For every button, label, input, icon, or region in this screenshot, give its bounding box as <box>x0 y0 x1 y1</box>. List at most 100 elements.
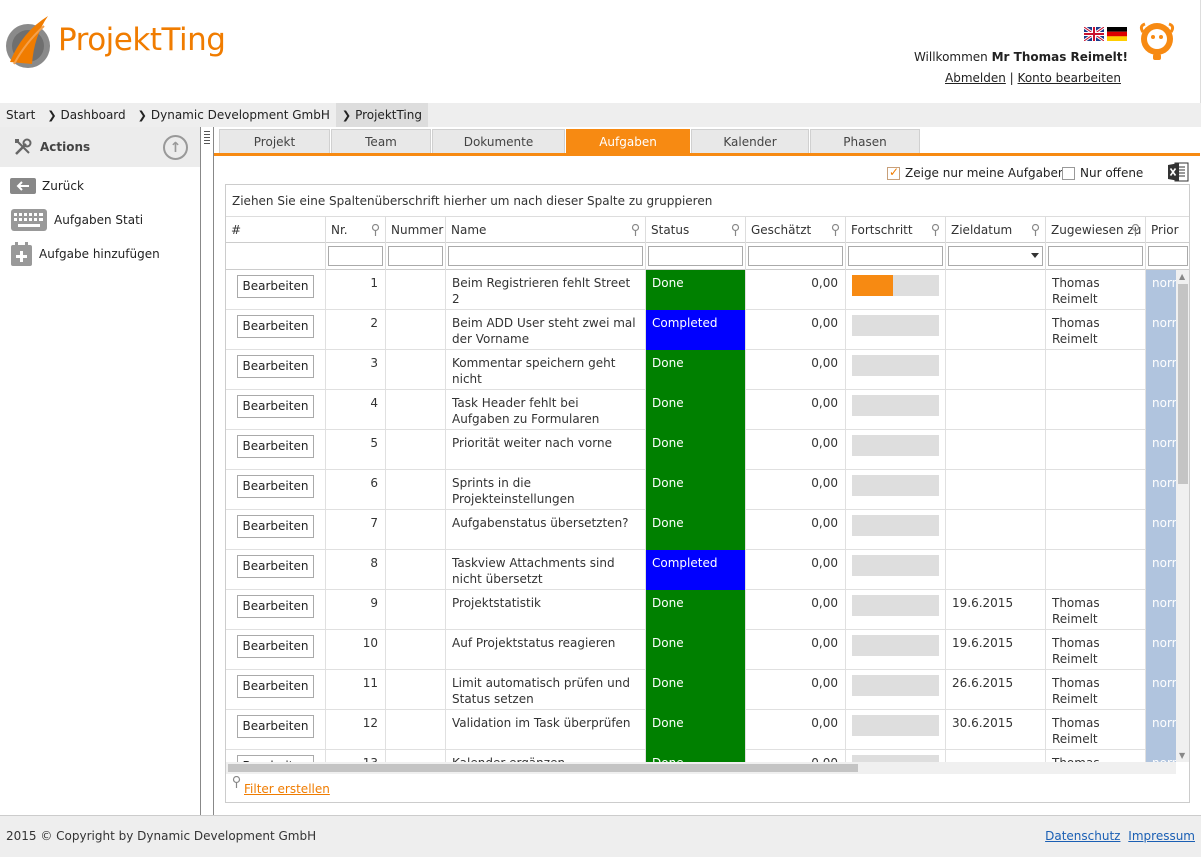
progress-bar <box>852 595 939 616</box>
flag-de-icon[interactable] <box>1107 27 1127 41</box>
column-header-priority[interactable]: Prior <box>1146 217 1189 243</box>
pin-icon[interactable] <box>731 224 740 236</box>
edit-button[interactable]: Bearbeiten <box>237 635 314 658</box>
breadcrumb-project[interactable]: ❯ ProjektTing <box>335 103 428 127</box>
filter-due-date-select[interactable] <box>948 246 1043 266</box>
flag-uk-icon[interactable] <box>1084 27 1104 41</box>
cell-text: 5 <box>370 436 378 450</box>
table-row[interactable]: Bearbeiten 5 Priorität weiter nach vorne Do… <box>226 430 1176 470</box>
pin-icon[interactable] <box>931 224 940 236</box>
panel-splitter[interactable] <box>201 127 214 815</box>
pin-icon[interactable] <box>1031 224 1040 236</box>
table-row[interactable]: Bearbeiten 4 Task Header fehlt bei Aufgabe… <box>226 390 1176 430</box>
privacy-link[interactable]: Datenschutz <box>1045 829 1121 843</box>
breadcrumb-dashboard[interactable]: ❯ Dashboard <box>41 103 131 127</box>
table-row[interactable]: Bearbeiten 2 Beim ADD User steht zwei mal … <box>226 310 1176 350</box>
scroll-thumb[interactable] <box>228 764 858 772</box>
column-header-progress[interactable]: Fortschritt <box>846 217 946 243</box>
tab-phasen[interactable]: Phasen <box>810 129 920 153</box>
column-header-due-date[interactable]: Zieldatum <box>946 217 1046 243</box>
edit-button[interactable]: Bearbeiten <box>237 755 314 762</box>
tab-label: Dokumente <box>463 134 534 149</box>
filter-name-input[interactable] <box>448 246 643 266</box>
table-row[interactable]: Bearbeiten 13 Kalender ergänzen Done 0,00 Tho… <box>226 750 1176 762</box>
table-row[interactable]: Bearbeiten 12 Validation im Task überprüfe… <box>226 710 1176 750</box>
excel-export-icon[interactable] <box>1167 161 1189 183</box>
table-row[interactable]: Bearbeiten 6 Sprints in die Projekteinstel… <box>226 470 1176 510</box>
imprint-link[interactable]: Impressum <box>1128 829 1195 843</box>
vertical-scrollbar[interactable]: ▲ ▼ <box>1176 270 1189 762</box>
scroll-up-icon[interactable]: ▲ <box>1179 272 1186 281</box>
tab-team[interactable]: Team <box>331 129 431 153</box>
progress-bar <box>852 275 939 296</box>
header: ProjektTing Willkommen Mr Thomas Reimelt… <box>0 0 1201 103</box>
breadcrumb-company[interactable]: ❯ Dynamic Development GmbH <box>132 103 336 127</box>
column-header-assignee[interactable]: Zugewiesen zu <box>1046 217 1146 243</box>
filter-estimate-input[interactable] <box>748 246 843 266</box>
column-header-hash[interactable]: # <box>226 217 326 243</box>
cell-due <box>946 270 1046 310</box>
edit-button[interactable]: Bearbeiten <box>237 515 314 538</box>
table-row[interactable]: Bearbeiten 9 Projektstatistik Done 0,00 19.6.… <box>226 590 1176 630</box>
scroll-down-icon[interactable]: ▼ <box>1179 751 1186 760</box>
progress-bar <box>852 715 939 736</box>
tab-aufgaben[interactable]: Aufgaben <box>566 129 690 153</box>
pin-icon[interactable] <box>1131 224 1140 236</box>
filter-progress-input[interactable] <box>848 246 943 266</box>
table-row[interactable]: Bearbeiten 3 Kommentar speichern geht nich… <box>226 350 1176 390</box>
column-label: Fortschritt <box>851 223 913 237</box>
table-row[interactable]: Bearbeiten 1 Beim Registrieren fehlt Stree… <box>226 270 1176 310</box>
logout-link[interactable]: Abmelden <box>945 71 1006 85</box>
only-my-tasks-checkbox[interactable]: Zeige nur meine Aufgaben <box>887 165 1066 180</box>
cell-name: Kommentar speichern geht nicht <box>446 350 646 390</box>
sidebar-item-label: Aufgabe hinzufügen <box>39 247 160 261</box>
edit-button[interactable]: Bearbeiten <box>237 435 314 458</box>
column-header-nr[interactable]: Nr. <box>326 217 386 243</box>
filter-nummer-input[interactable] <box>388 246 443 266</box>
group-panel[interactable]: Ziehen Sie eine Spaltenüberschrift hierh… <box>226 185 1189 217</box>
edit-button[interactable]: Bearbeiten <box>237 275 314 298</box>
create-filter-link[interactable]: Filter erstellen <box>244 782 330 796</box>
edit-button[interactable]: Bearbeiten <box>237 475 314 498</box>
edit-button[interactable]: Bearbeiten <box>237 715 314 738</box>
filter-assignee-input[interactable] <box>1048 246 1143 266</box>
tab-projekt[interactable]: Projekt <box>219 129 330 153</box>
scroll-thumb[interactable] <box>1178 284 1188 484</box>
table-row[interactable]: Bearbeiten 10 Auf Projektstatus reagieren D… <box>226 630 1176 670</box>
edit-button[interactable]: Bearbeiten <box>237 595 314 618</box>
filter-status-input[interactable] <box>648 246 743 266</box>
filter-nr-input[interactable] <box>328 246 383 266</box>
horizontal-scrollbar[interactable] <box>226 762 1176 774</box>
pin-icon[interactable] <box>831 224 840 236</box>
table-row[interactable]: Bearbeiten 8 Taskview Attachments sind nic… <box>226 550 1176 590</box>
column-header-estimate[interactable]: Geschätzt <box>746 217 846 243</box>
edit-account-link[interactable]: Konto bearbeiten <box>1017 71 1121 85</box>
only-open-checkbox[interactable]: Nur offene <box>1062 166 1143 180</box>
table-row[interactable]: Bearbeiten 7 Aufgabenstatus übersetzten? Do… <box>226 510 1176 550</box>
sidebar-item-back[interactable]: Zurück <box>10 178 84 194</box>
filter-priority-input[interactable] <box>1148 246 1188 266</box>
table-row[interactable]: Bearbeiten 11 Limit automatisch prüfen und… <box>226 670 1176 710</box>
tab-dokumente[interactable]: Dokumente <box>432 129 565 153</box>
column-header-name[interactable]: Name <box>446 217 646 243</box>
user-avatar-icon[interactable] <box>1137 20 1177 62</box>
pin-icon[interactable] <box>371 224 380 236</box>
collapse-up-icon[interactable]: ↑ <box>163 135 188 160</box>
edit-button[interactable]: Bearbeiten <box>237 315 314 338</box>
column-header-nummer[interactable]: Nummer <box>386 217 446 243</box>
edit-button[interactable]: Bearbeiten <box>237 675 314 698</box>
chevron-down-icon[interactable] <box>1031 253 1039 258</box>
cell-priority: norm <box>1146 430 1176 470</box>
cell-estimate: 0,00 <box>746 670 846 710</box>
edit-button[interactable]: Bearbeiten <box>237 395 314 418</box>
edit-button[interactable]: Bearbeiten <box>237 555 314 578</box>
breadcrumb-start[interactable]: Start <box>0 103 41 127</box>
column-header-status[interactable]: Status <box>646 217 746 243</box>
cell-priority: norm <box>1146 710 1176 750</box>
tab-kalender[interactable]: Kalender <box>691 129 809 153</box>
pin-icon[interactable] <box>631 224 640 236</box>
sidebar-item-add-task[interactable]: Aufgabe hinzufügen <box>10 241 160 267</box>
sidebar-item-task-states[interactable]: Aufgaben Stati <box>10 208 143 232</box>
edit-button[interactable]: Bearbeiten <box>237 355 314 378</box>
logo[interactable]: ProjektTing <box>4 12 264 72</box>
